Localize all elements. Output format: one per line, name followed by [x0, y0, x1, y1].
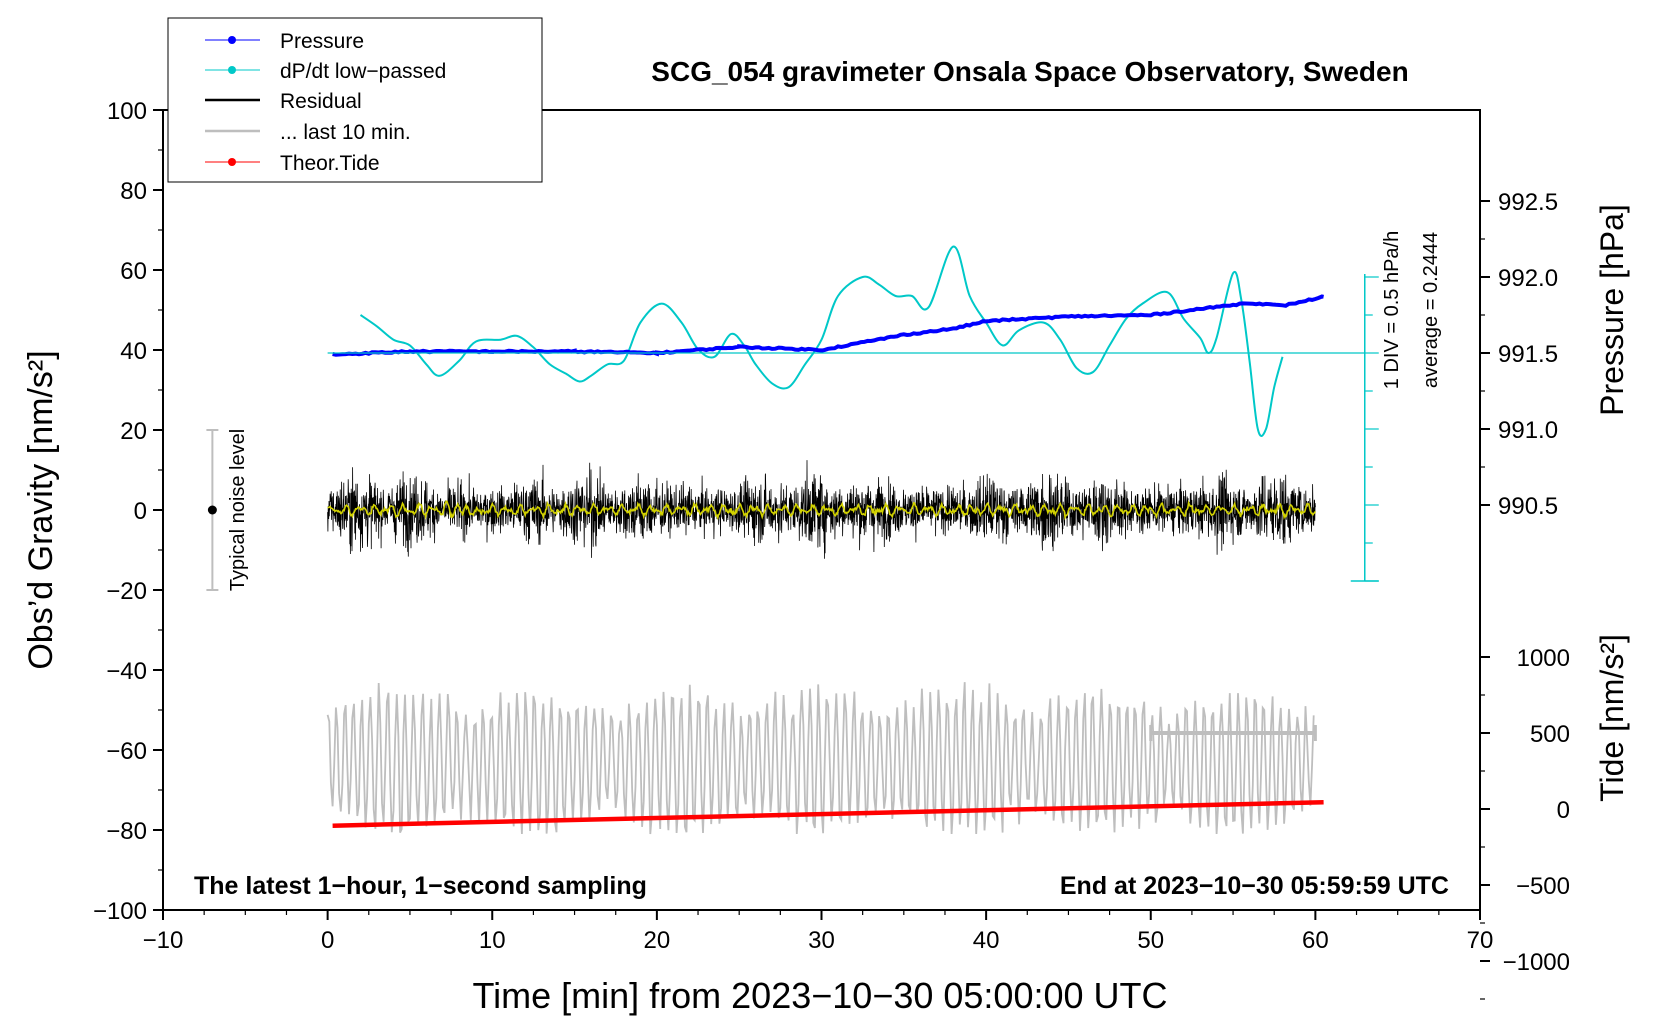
grey-series-line	[326, 682, 1315, 835]
y-axis-left: −100 −80 −60 −40 −20 0 20 40 60 80 100	[93, 98, 163, 925]
legend: Pressure dP/dt low−passed Residual ... l…	[167, 17, 543, 183]
noise-level-label: Typical noise level	[227, 429, 249, 591]
pressure-tick-label: 991.5	[1498, 341, 1558, 368]
tide-series-line	[332, 799, 1324, 828]
x-tick-label: 30	[808, 927, 835, 954]
pressure-tick-label: 992.5	[1498, 189, 1558, 216]
x-tick-label: 50	[1137, 927, 1164, 954]
tide-tick-label: −1000	[1503, 949, 1570, 976]
y-tick-label: −80	[106, 818, 147, 845]
pressure-tick-label: 991.0	[1498, 417, 1558, 444]
tide-series-group	[332, 799, 1324, 828]
legend-entry-tide: Theor.Tide	[205, 152, 380, 175]
x-axis: −10 0 10 20 30 40 50 60 70	[143, 910, 1494, 954]
pressure-series-line	[332, 294, 1324, 357]
y-axis-label-tide: Tide [nm/s²]	[1594, 634, 1630, 802]
y-tick-label: 100	[107, 98, 147, 125]
legend-label-residual: Residual	[280, 90, 362, 113]
x-tick-label: 10	[479, 927, 506, 954]
legend-label-dpdt: dP/dt low−passed	[280, 60, 446, 83]
y-tick-label: 60	[120, 258, 147, 285]
y-tick-label: −100	[93, 898, 147, 925]
noise-bar-center	[207, 505, 217, 515]
chart-title: SCG_054 gravimeter Onsala Space Observat…	[651, 56, 1408, 87]
noise-bar-group	[206, 429, 219, 591]
x-tick-label: 60	[1302, 927, 1329, 954]
annotation-sampling: The latest 1−hour, 1−second sampling	[194, 872, 647, 900]
pressure-series-group	[332, 294, 1324, 357]
legend-marker-tide	[228, 158, 236, 166]
y-tick-label: −60	[106, 738, 147, 765]
x-tick-label: −10	[143, 927, 184, 954]
x-tick-label: 40	[973, 927, 1000, 954]
y-tick-label: 40	[120, 338, 147, 365]
legend-marker-pressure	[228, 36, 236, 44]
x-tick-label: 20	[644, 927, 671, 954]
legend-entry-dpdt: dP/dt low−passed	[205, 60, 446, 83]
x-tick-label: 0	[321, 927, 334, 954]
y-axis-label-pressure: Pressure [hPa]	[1594, 204, 1630, 416]
grey-series-group	[326, 682, 1315, 835]
residual-smooth-line	[327, 499, 1317, 521]
x-tick-label: 70	[1467, 927, 1494, 954]
dpdt-series-group	[359, 245, 1284, 437]
legend-entry-residual: Residual	[205, 90, 362, 113]
tide-tick-label: −500	[1516, 873, 1570, 900]
tide-tick-label: 500	[1530, 721, 1570, 748]
legend-entry-pressure: Pressure	[205, 30, 364, 53]
y-tick-label: −40	[106, 658, 147, 685]
last10-bar-group	[1149, 725, 1317, 741]
legend-marker-dpdt	[228, 66, 236, 74]
legend-label-last10: ... last 10 min.	[280, 121, 411, 144]
average-label: average = 0.2444	[1420, 232, 1442, 388]
annotation-end-time: End at 2023−10−30 05:59:59 UTC	[1060, 872, 1449, 900]
legend-entry-last10: ... last 10 min.	[205, 121, 411, 144]
y-tick-label: 80	[120, 178, 147, 205]
dpdt-scale-group	[327, 273, 1379, 582]
tide-tick-label: 1000	[1517, 645, 1570, 672]
y-tick-label: −20	[106, 578, 147, 605]
pressure-tick-label: 992.0	[1498, 265, 1558, 292]
pressure-tick-label: 990.5	[1498, 493, 1558, 520]
legend-label-tide: Theor.Tide	[280, 152, 380, 175]
y-tick-label: 0	[134, 498, 147, 525]
legend-label-pressure: Pressure	[280, 30, 364, 53]
residual-smooth-group	[327, 499, 1317, 521]
dpdt-series-line	[359, 245, 1284, 437]
tide-tick-label: 0	[1557, 797, 1570, 824]
x-axis-label: Time [min] from 2023−10−30 05:00:00 UTC	[472, 975, 1167, 1016]
div-label: 1 DIV = 0.5 hPa/h	[1381, 231, 1403, 389]
y-tick-label: 20	[120, 418, 147, 445]
y-axis-right-pressure: 990.5 991.0 991.5 992.0 992.5	[1480, 189, 1558, 520]
y-axis-label-left: Obs’d Gravity [nm/s²]	[22, 350, 60, 669]
